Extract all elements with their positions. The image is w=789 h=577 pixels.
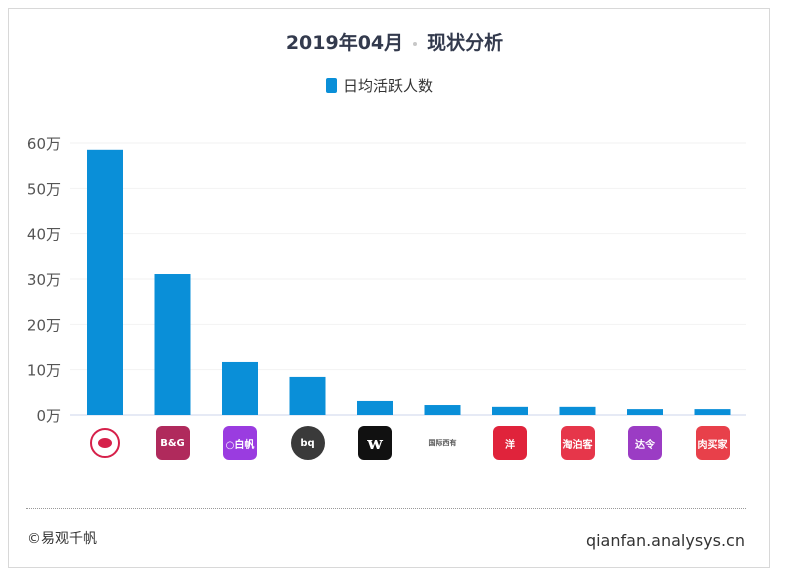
y-tick-label: 10万 <box>27 362 61 380</box>
app-icon: 淘泊客 <box>560 426 595 460</box>
bar[interactable] <box>694 409 731 415</box>
y-tick-label: 60万 <box>27 135 61 153</box>
y-tick-label: 0万 <box>36 407 61 425</box>
y-tick-label: 30万 <box>27 271 61 289</box>
app-icon: ○白帆 <box>223 426 257 460</box>
legend-label: 日均活跃人数 <box>343 77 434 95</box>
title-text: 现状分析 <box>427 32 504 54</box>
app-icon: 达令 <box>628 426 662 460</box>
chart-card <box>8 8 770 568</box>
chart-title: 2019年04月 现状分析 <box>0 28 789 55</box>
app-icon: bq <box>290 426 325 460</box>
app-icon: 国际西有 <box>425 426 460 460</box>
app-icon: 洋 <box>493 426 527 460</box>
app-icon: B&G <box>155 426 190 460</box>
app-icon <box>90 428 120 458</box>
bar[interactable] <box>357 400 393 415</box>
bar[interactable] <box>492 406 528 415</box>
footer-divider <box>26 508 746 509</box>
bar[interactable] <box>87 149 123 416</box>
y-tick-label: 50万 <box>27 180 61 198</box>
title-separator <box>413 41 418 46</box>
bar[interactable] <box>627 409 663 415</box>
y-tick-label: 40万 <box>27 226 61 244</box>
app-icon: 肉买家 <box>695 426 730 460</box>
title-date: 2019年04月 <box>285 32 404 54</box>
site-url: qianfan.analysys.cn <box>585 531 745 550</box>
legend[interactable]: 日均活跃人数 <box>326 75 433 96</box>
bar[interactable] <box>559 406 596 415</box>
bar[interactable] <box>424 405 461 415</box>
bar[interactable] <box>289 376 326 415</box>
bar[interactable] <box>222 361 258 415</box>
y-tick-label: 20万 <box>27 316 61 334</box>
copyright: ©易观千帆 <box>27 531 97 547</box>
app-icon: w <box>358 426 392 460</box>
bar[interactable] <box>154 274 191 415</box>
legend-swatch <box>326 78 337 93</box>
